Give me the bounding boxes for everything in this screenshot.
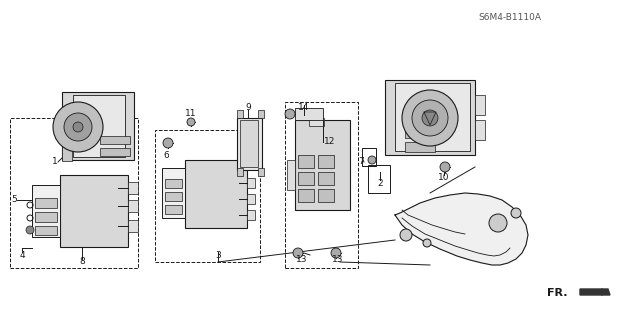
Bar xyxy=(35,226,57,235)
Circle shape xyxy=(423,239,431,247)
Bar xyxy=(165,192,182,201)
Text: 3: 3 xyxy=(215,250,221,259)
Bar xyxy=(295,120,350,210)
Text: 13: 13 xyxy=(332,256,344,264)
Bar xyxy=(10,118,138,268)
Bar xyxy=(62,92,134,160)
Bar xyxy=(405,142,435,152)
Bar xyxy=(165,205,182,214)
Bar xyxy=(247,178,255,188)
Circle shape xyxy=(489,214,507,232)
Bar xyxy=(185,160,247,228)
Bar xyxy=(128,220,138,232)
Bar xyxy=(475,95,485,115)
Bar xyxy=(318,172,334,185)
Bar xyxy=(368,165,390,193)
Bar xyxy=(35,212,57,222)
Bar xyxy=(155,130,260,262)
Text: 11: 11 xyxy=(185,108,196,117)
Circle shape xyxy=(402,90,458,146)
Circle shape xyxy=(293,248,303,258)
Text: FR.: FR. xyxy=(547,288,568,298)
Bar xyxy=(237,168,243,176)
Bar xyxy=(247,210,255,220)
Bar xyxy=(318,155,334,168)
Bar xyxy=(240,120,258,167)
Bar xyxy=(385,80,475,155)
Circle shape xyxy=(285,109,295,119)
Bar xyxy=(32,185,60,237)
Bar xyxy=(258,110,264,118)
Bar xyxy=(309,118,324,126)
Bar xyxy=(237,118,262,170)
Circle shape xyxy=(412,100,448,136)
Circle shape xyxy=(511,208,521,218)
Bar xyxy=(475,120,485,140)
Circle shape xyxy=(331,248,341,258)
Polygon shape xyxy=(395,193,528,265)
Text: 14: 14 xyxy=(298,103,310,113)
Bar xyxy=(298,172,314,185)
Text: 6: 6 xyxy=(163,151,169,160)
Circle shape xyxy=(368,156,376,164)
Bar xyxy=(237,110,243,118)
Text: 10: 10 xyxy=(438,174,450,182)
Text: 7: 7 xyxy=(358,158,364,167)
Text: S6M4-B1110A: S6M4-B1110A xyxy=(479,13,541,23)
Bar xyxy=(60,175,128,247)
Bar xyxy=(295,108,323,120)
Circle shape xyxy=(26,226,34,234)
Text: 2: 2 xyxy=(377,179,383,188)
Circle shape xyxy=(440,162,450,172)
Bar xyxy=(395,83,470,151)
Bar xyxy=(318,189,334,202)
Polygon shape xyxy=(580,289,610,295)
Text: 12: 12 xyxy=(324,137,336,146)
Bar xyxy=(73,95,125,157)
Bar xyxy=(298,189,314,202)
Circle shape xyxy=(187,118,195,126)
Circle shape xyxy=(400,229,412,241)
Text: 5: 5 xyxy=(11,196,17,204)
Bar xyxy=(128,182,138,194)
Circle shape xyxy=(73,122,83,132)
Text: 9: 9 xyxy=(245,103,251,113)
Bar xyxy=(258,168,264,176)
Circle shape xyxy=(163,138,173,148)
Bar xyxy=(405,128,435,138)
Bar xyxy=(62,145,72,161)
Bar xyxy=(287,160,295,190)
Circle shape xyxy=(53,102,103,152)
Text: 4: 4 xyxy=(19,250,25,259)
Bar xyxy=(128,200,138,212)
Bar xyxy=(100,148,130,156)
Text: 8: 8 xyxy=(79,257,85,266)
Bar xyxy=(247,194,255,204)
Text: 13: 13 xyxy=(296,256,308,264)
Bar xyxy=(298,155,314,168)
Text: 1: 1 xyxy=(52,158,58,167)
Bar xyxy=(35,198,57,208)
Circle shape xyxy=(64,113,92,141)
Bar xyxy=(362,148,376,166)
Bar xyxy=(100,136,130,144)
Bar xyxy=(162,168,185,218)
Bar xyxy=(285,102,358,268)
Bar xyxy=(165,179,182,188)
Circle shape xyxy=(422,110,438,126)
